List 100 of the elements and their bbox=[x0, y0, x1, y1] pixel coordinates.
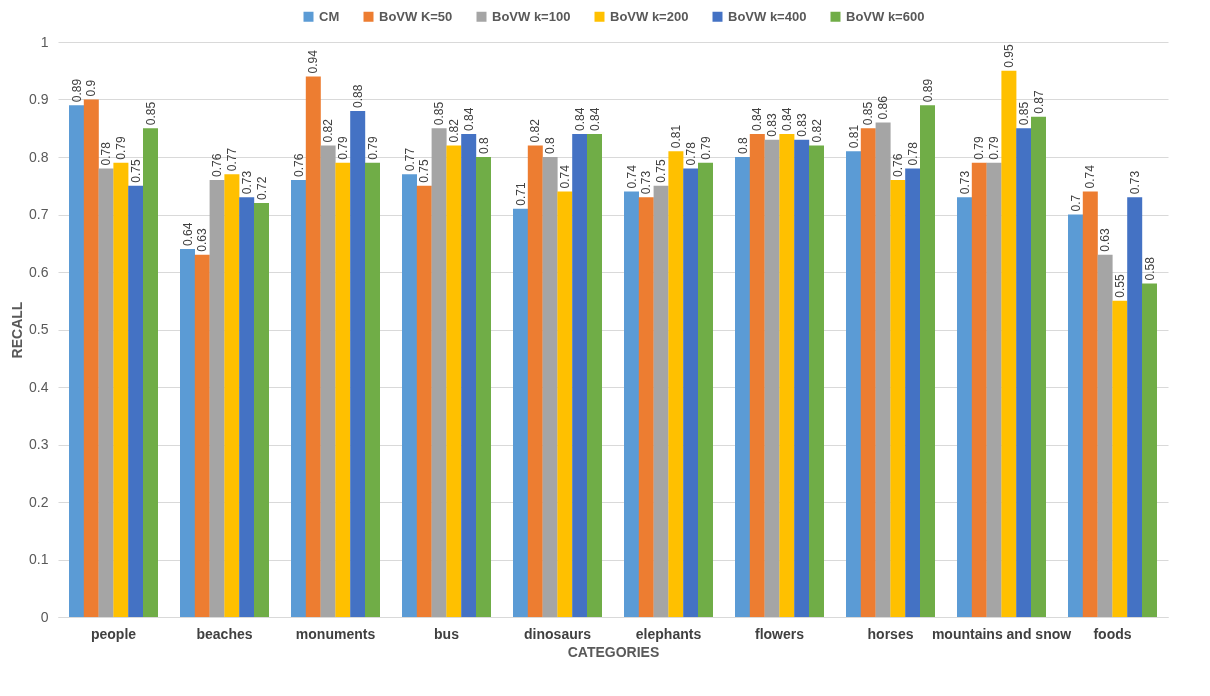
bar bbox=[209, 180, 225, 617]
x-tick-label: people bbox=[90, 625, 137, 642]
data-label: 0.88 bbox=[350, 84, 365, 108]
data-label: 0.73 bbox=[239, 170, 254, 195]
data-label: 0.73 bbox=[639, 170, 654, 195]
bar bbox=[305, 76, 321, 617]
bar bbox=[794, 139, 810, 617]
data-label: 0.75 bbox=[128, 159, 143, 183]
bar bbox=[431, 128, 447, 617]
data-label: 0.55 bbox=[1112, 274, 1127, 298]
data-label: 0.81 bbox=[668, 124, 683, 149]
bar bbox=[254, 203, 269, 617]
x-tick-label: monuments bbox=[295, 625, 376, 642]
bar bbox=[668, 151, 684, 617]
data-label: 0.86 bbox=[876, 95, 891, 120]
data-label: 0.79 bbox=[335, 136, 350, 160]
y-tick-label: 0.8 bbox=[29, 148, 49, 165]
x-tick-label: elephants bbox=[635, 625, 702, 642]
y-tick-label: 0.5 bbox=[29, 321, 49, 337]
legend-label: BoVW K=50 bbox=[379, 8, 453, 24]
bar bbox=[402, 174, 417, 617]
data-label: 0.76 bbox=[210, 153, 225, 177]
data-label: 0.74 bbox=[1083, 164, 1098, 189]
bar bbox=[128, 185, 144, 617]
data-label: 0.77 bbox=[402, 147, 417, 172]
y-tick-label: 0.6 bbox=[29, 263, 49, 280]
bar bbox=[638, 197, 654, 617]
bar bbox=[957, 197, 972, 617]
y-tick-label: 0.2 bbox=[29, 493, 49, 510]
data-label: 0.8 bbox=[735, 136, 750, 154]
bar bbox=[698, 162, 713, 617]
x-tick-label: bus bbox=[434, 625, 460, 642]
legend-label: BoVW k=600 bbox=[846, 8, 925, 24]
data-label: 0.85 bbox=[143, 101, 158, 126]
data-label: 0.9 bbox=[84, 79, 99, 97]
bar bbox=[1142, 283, 1157, 617]
legend-label: CM bbox=[319, 8, 340, 24]
bar bbox=[735, 157, 750, 617]
data-label: 0.73 bbox=[957, 170, 972, 195]
data-label: 0.94 bbox=[306, 49, 321, 74]
data-label: 0.78 bbox=[905, 141, 920, 166]
data-label: 0.82 bbox=[446, 118, 461, 143]
data-label: 0.79 bbox=[987, 136, 1002, 160]
data-label: 0.79 bbox=[365, 136, 380, 160]
data-label: 0.89 bbox=[69, 78, 84, 103]
y-tick-label: 0.1 bbox=[29, 551, 49, 567]
data-label: 0.8 bbox=[476, 136, 491, 154]
data-label: 0.82 bbox=[809, 118, 824, 143]
data-label: 0.74 bbox=[624, 164, 639, 189]
bar bbox=[779, 134, 795, 617]
data-label: 0.85 bbox=[432, 101, 447, 126]
bar bbox=[513, 208, 528, 617]
data-label: 0.84 bbox=[587, 107, 602, 131]
data-label: 0.7 bbox=[1068, 194, 1083, 212]
bar bbox=[69, 105, 84, 617]
y-tick-label: 0.7 bbox=[29, 206, 49, 222]
data-label: 0.89 bbox=[920, 78, 935, 103]
bar bbox=[542, 157, 558, 617]
bar bbox=[1068, 214, 1083, 617]
bar bbox=[365, 162, 380, 617]
data-label: 0.76 bbox=[890, 153, 905, 177]
y-tick-label: 0.3 bbox=[29, 436, 49, 452]
data-label: 0.78 bbox=[99, 141, 114, 166]
bar bbox=[846, 151, 861, 617]
bar bbox=[875, 122, 891, 617]
bar bbox=[1082, 191, 1098, 617]
data-label: 0.58 bbox=[1142, 256, 1157, 281]
bar bbox=[971, 162, 987, 617]
x-tick-label: beaches bbox=[196, 625, 253, 642]
data-label: 0.87 bbox=[1031, 90, 1046, 114]
y-tick-label: 0.9 bbox=[29, 91, 49, 107]
data-label: 0.64 bbox=[180, 222, 195, 246]
data-label: 0.77 bbox=[224, 147, 239, 172]
data-label: 0.85 bbox=[1016, 101, 1031, 126]
data-label: 0.75 bbox=[417, 159, 432, 183]
data-label: 0.83 bbox=[765, 113, 780, 137]
x-tick-label: dinosaurs bbox=[524, 625, 592, 642]
bar bbox=[890, 180, 906, 617]
bar bbox=[476, 157, 491, 617]
y-tick-label: 0 bbox=[40, 608, 49, 625]
data-label: 0.78 bbox=[683, 141, 698, 166]
x-axis-title: CATEGORIES bbox=[567, 643, 660, 660]
data-label: 0.82 bbox=[528, 118, 543, 143]
bar bbox=[809, 145, 824, 617]
data-label: 0.79 bbox=[972, 136, 987, 160]
data-label: 0.74 bbox=[557, 164, 572, 189]
bar bbox=[860, 128, 876, 617]
data-label: 0.72 bbox=[254, 176, 269, 200]
bar bbox=[1031, 116, 1046, 617]
bar bbox=[683, 168, 699, 617]
data-label: 0.84 bbox=[779, 107, 794, 131]
x-tick-label: flowers bbox=[754, 625, 805, 642]
x-tick-label: foods bbox=[1093, 625, 1132, 642]
data-label: 0.8 bbox=[543, 136, 558, 154]
bar bbox=[624, 191, 639, 617]
bar bbox=[143, 128, 158, 617]
bar bbox=[1127, 197, 1143, 617]
legend-label: BoVW k=200 bbox=[610, 8, 689, 24]
bar bbox=[461, 134, 477, 617]
legend-label: BoVW k=100 bbox=[492, 8, 571, 24]
